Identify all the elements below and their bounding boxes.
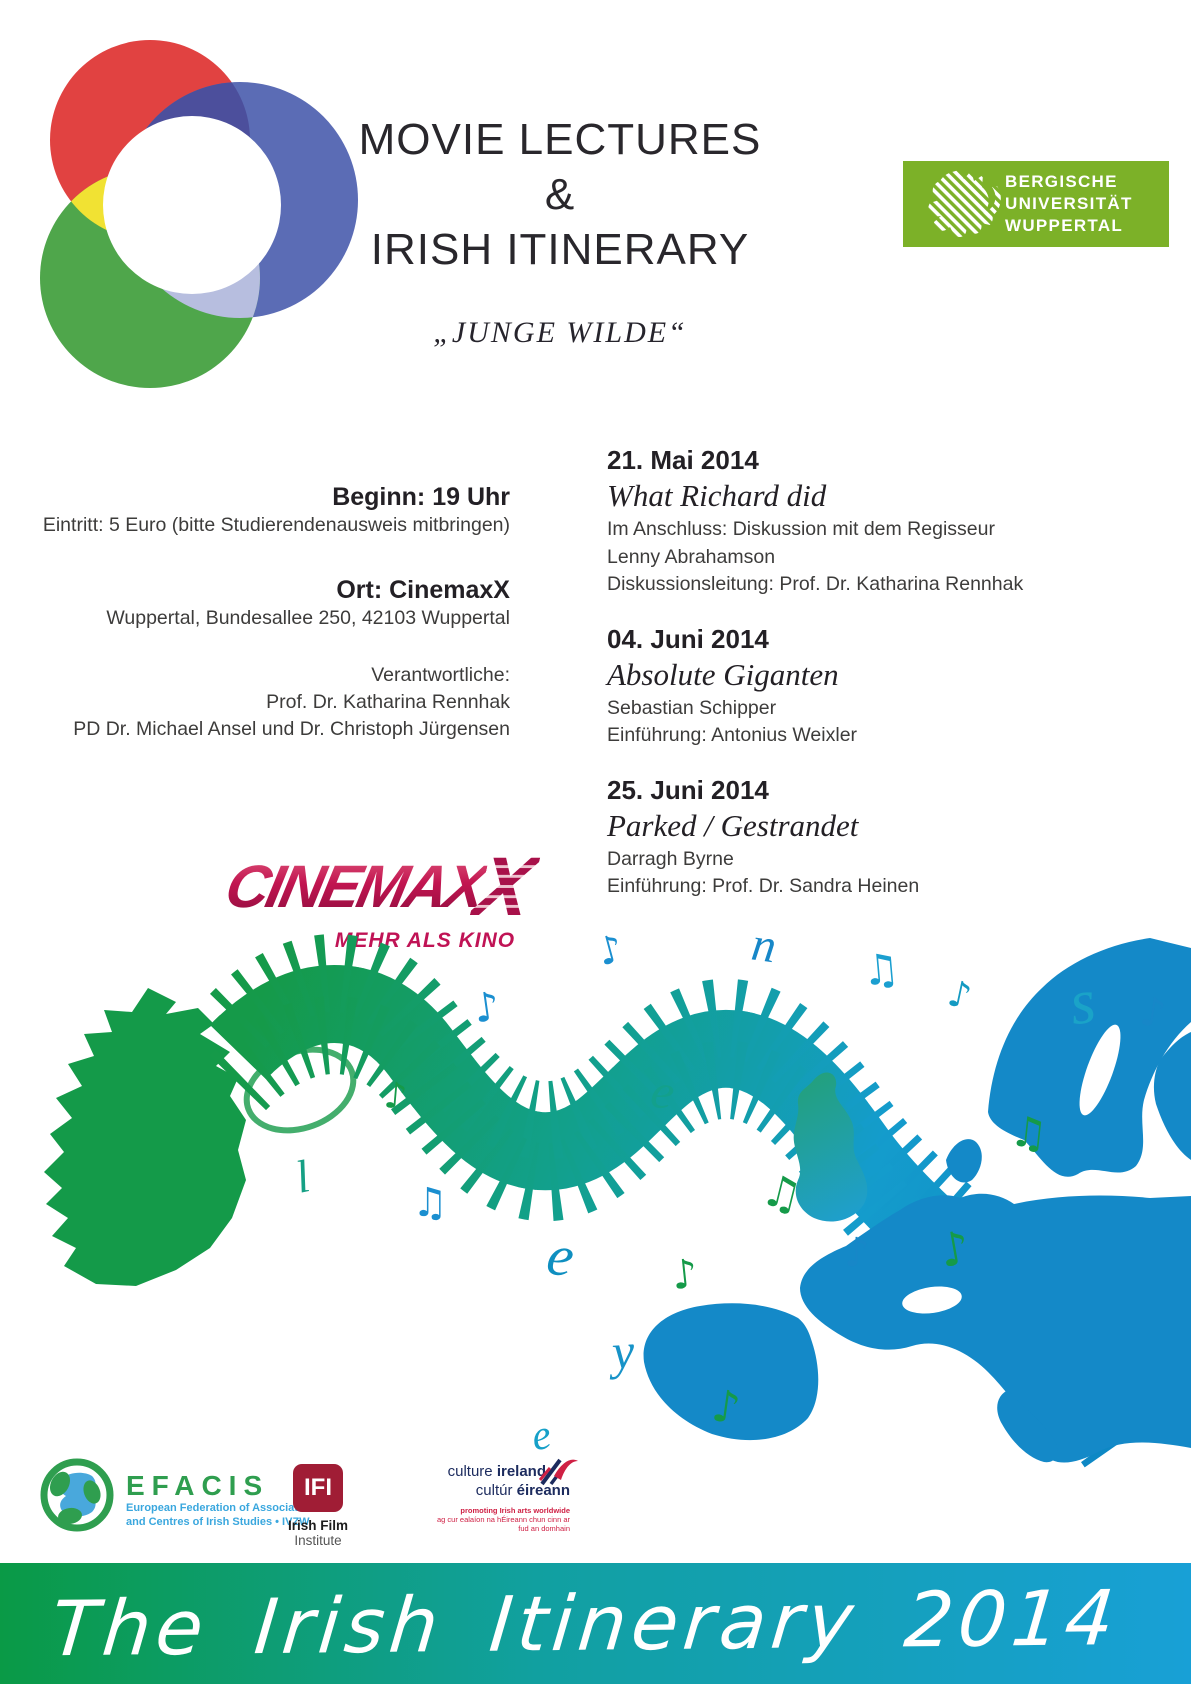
event-detail: Im Anschluss: Diskussion mit dem Regisse… <box>607 518 995 540</box>
music-note-icon: ♪ <box>470 983 503 1033</box>
footer-banner: The Irish Itinerary 2014 <box>0 1563 1191 1684</box>
poster-title-amp: & <box>544 170 576 219</box>
info-beginn: Beginn: 19 Uhr <box>332 483 510 511</box>
university-name-line1: BERGISCHE <box>1005 172 1118 191</box>
efacis-subline-1: European Federation of Associations <box>126 1502 321 1514</box>
efacis-subline-2: and Centres of Irish Studies • IVZW <box>126 1515 310 1528</box>
event-date: 25. Juni 2014 <box>607 774 769 805</box>
poster-title-line1: MOVIE LECTURES <box>358 115 762 164</box>
event-film-title: What Richard did <box>607 478 827 513</box>
music-note-icon: n <box>748 917 780 974</box>
info-ort: Ort: CinemaxX <box>336 576 510 604</box>
banner-text: The Irish Itinerary 2014 <box>47 1573 1123 1674</box>
info-address: Wuppertal, Bundesallee 250, 42103 Wupper… <box>106 607 510 629</box>
ifi-mark-icon: IFI <box>293 1464 343 1512</box>
circles-logo-icon <box>40 40 358 388</box>
cinemaxx-wordmark: CINEMAX <box>220 853 490 920</box>
poster-title-line2: IRISH ITINERARY <box>370 225 750 274</box>
music-note-icon: ♫ <box>412 1180 448 1226</box>
music-note-icon: ♪ <box>1136 988 1169 1038</box>
event-detail: Einführung: Prof. Dr. Sandra Heinen <box>607 875 920 897</box>
university-logo: BERGISCHE UNIVERSITÄT WUPPERTAL <box>903 161 1169 247</box>
events-list: 21. Mai 2014 What Richard did Im Anschlu… <box>607 444 1087 925</box>
music-note-icon: e <box>542 1221 580 1290</box>
culture-line-ga: cultúr éireann <box>475 1482 570 1499</box>
event-detail: Darragh Byrne <box>607 847 734 870</box>
cinemaxx-logo: CINEMAXX MEHR ALS KINO <box>200 838 560 953</box>
culture-tagline-1: promoting Irish arts worldwide <box>460 1506 570 1515</box>
event-detail: Diskussionsleitung: Prof. Dr. Katharina … <box>607 573 1024 595</box>
poster-subtitle: „JUNGE WILDE“ <box>433 316 687 349</box>
info-eintritt: Eintritt: 5 Euro (bitte Studierendenausw… <box>42 514 510 536</box>
event-detail: Einführung: Antonius Weixler <box>607 724 858 746</box>
ifi-logo: IFI Irish Film Institute <box>268 1464 368 1548</box>
europe-map-icon <box>643 938 1191 1463</box>
info-verantwortliche-label: Verantwortliche: <box>371 664 510 686</box>
university-name: BERGISCHE UNIVERSITÄT WUPPERTAL <box>1005 171 1133 237</box>
event-film-title: Absolute Giganten <box>607 656 839 692</box>
music-note-icon: ♪ <box>592 925 628 975</box>
university-name-line2: UNIVERSITÄT <box>1005 194 1133 213</box>
event-detail: Lenny Abrahamson <box>607 545 776 568</box>
music-note-icon: ♪ <box>708 1380 744 1435</box>
ifi-name-bold: Irish Film <box>287 1518 348 1533</box>
event-item: 21. Mai 2014 What Richard did Im Anschlu… <box>607 444 1087 599</box>
music-note-icon: s <box>1065 964 1100 1039</box>
music-note-icon: ♫ <box>756 1163 808 1224</box>
event-item: 25. Juni 2014 Parked / Gestrandet Darrag… <box>607 774 1087 901</box>
music-note-icon: ♪ <box>935 1219 974 1279</box>
event-date: 04. Juni 2014 <box>607 623 769 654</box>
efacis-logo: EFACIS European Federation of Associatio… <box>40 1458 321 1532</box>
music-note-icon: ♪ <box>943 973 975 1018</box>
music-note-icon: l <box>290 1150 314 1203</box>
event-date: 21. Mai 2014 <box>607 445 759 475</box>
music-note-icon: ♪ <box>669 1250 700 1300</box>
filmstrip-icon <box>235 973 1126 1459</box>
ifi-name: Irish Film Institute <box>268 1518 368 1548</box>
music-note-icon: e <box>646 1061 680 1121</box>
title-block: MOVIE LECTURES & IRISH ITINERARY <box>340 112 780 277</box>
efacis-globe-icon <box>40 1458 114 1532</box>
info-verantwortliche-2: PD Dr. Michael Ansel und Dr. Christoph J… <box>73 718 510 740</box>
music-note-icon: ♪ <box>844 1230 870 1276</box>
culture-tagline-2: ag cur ealaíon na hÉireann chun cinn ar … <box>436 1515 570 1533</box>
info-verantwortliche-1: Prof. Dr. Katharina Rennhak <box>266 691 510 713</box>
event-detail: Sebastian Schipper <box>607 696 777 719</box>
efacis-acronym: EFACIS <box>126 1470 270 1501</box>
music-note-icon: e <box>528 1411 555 1461</box>
ireland-map-icon <box>44 988 246 1286</box>
music-note-icon: y <box>610 1322 637 1380</box>
music-note-icon: ♫ <box>1007 1106 1051 1159</box>
music-note-icon: ♪ <box>382 1075 409 1118</box>
event-item: 04. Juni 2014 Absolute Giganten Sebastia… <box>607 623 1087 750</box>
ifi-name-rest: Institute <box>294 1533 342 1548</box>
culture-ireland-logo: culture ireland cultúr éireann promoting… <box>430 1458 578 1533</box>
event-info-block: Beginn: 19 Uhr Eintritt: 5 Euro (bitte S… <box>40 482 510 743</box>
culture-ireland-brush-icon <box>538 1458 578 1486</box>
music-note-icon: ♫ <box>859 943 902 996</box>
culture-line-en: culture ireland <box>447 1463 546 1480</box>
university-name-line3: WUPPERTAL <box>1005 216 1124 235</box>
university-lion-icon <box>928 170 1001 238</box>
event-film-title: Parked / Gestrandet <box>607 807 859 843</box>
